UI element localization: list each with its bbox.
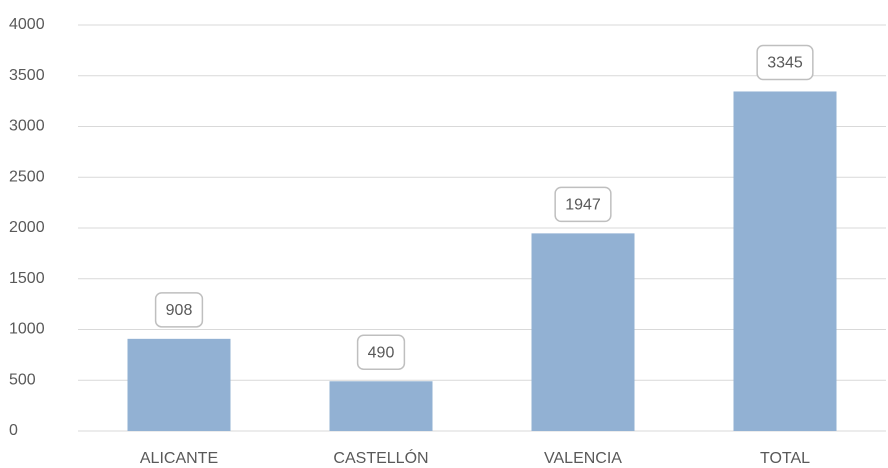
y-tick-label: 2000 [9,219,45,236]
data-label: 3345 [767,55,803,72]
data-label: 490 [368,344,395,361]
x-tick-label: ALICANTE [140,450,218,467]
bar [733,91,837,432]
data-label-box [356,334,406,371]
bar [329,381,433,431]
y-tick-label: 0 [9,422,18,439]
y-tick-label: 1500 [9,270,45,287]
y-tick-label: 1000 [9,321,45,338]
x-tick-label: CASTELLÓN [333,448,428,467]
bar [531,233,635,431]
data-label-box [154,292,204,328]
data-label-box [554,186,612,223]
y-tick-label: 3000 [9,118,45,135]
y-tick-label: 4000 [9,16,45,33]
x-tick-label: TOTAL [760,450,810,467]
data-label: 908 [166,302,193,319]
bar [127,338,231,431]
data-label: 1947 [565,197,601,214]
x-tick-label: VALENCIA [544,450,622,467]
data-label-box [756,44,814,81]
y-tick-label: 500 [9,371,36,388]
y-tick-label: 3500 [9,67,45,84]
y-tick-label: 2500 [9,168,45,185]
